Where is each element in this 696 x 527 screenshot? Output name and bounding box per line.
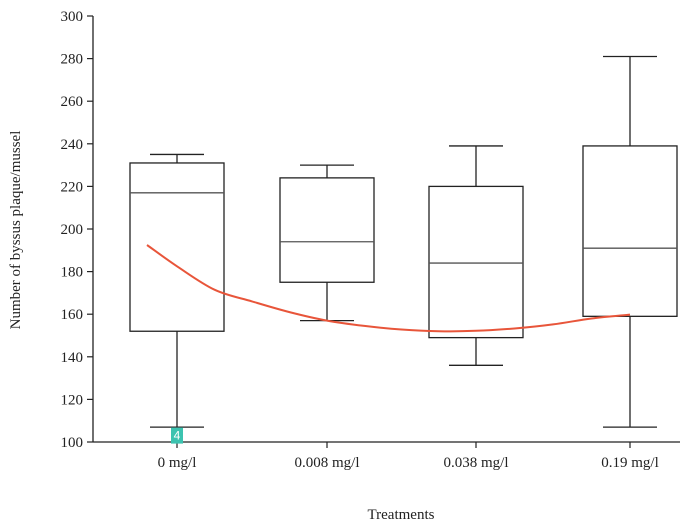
y-tick-label: 120 [61,392,84,408]
outlier-marker [171,427,183,444]
box-3 [428,145,524,366]
trend-line [146,244,631,333]
boxes [129,55,678,428]
y-tick-label: 280 [61,52,84,68]
y-tick-label: 200 [61,222,84,238]
x-tick-label: 0.038 mg/l [443,455,508,471]
y-tick-label: 220 [61,179,84,195]
box-body [129,162,225,332]
y-tick-label: 300 [61,9,84,25]
y-tick-label: 140 [61,350,84,366]
box-2 [279,164,375,322]
box-4 [582,55,678,428]
trend-line-group [146,244,631,333]
y-axis-title: Number of byssus plaque/mussel [8,131,24,330]
x-tick-label: 0.19 mg/l [601,455,659,471]
y-axis: 100 120 140 160 180 200 220 240 260 280 300 [61,9,94,451]
y-tick-label: 100 [61,435,84,451]
x-axis-title: Treatments [368,507,435,523]
x-axis: 0 mg/l 0.008 mg/l 0.038 mg/l 0.19 mg/l [93,441,680,471]
y-tick-label: 180 [61,265,84,281]
y-tick-label: 240 [61,137,84,153]
x-tick-label: 0 mg/l [158,455,197,471]
box-body [582,145,678,317]
y-tick-label: 160 [61,307,84,323]
box-body [428,185,524,339]
outlier-group: 4 [171,427,183,444]
x-tick-label: 0.008 mg/l [294,455,359,471]
box-body [279,177,375,283]
box-1 [129,153,225,428]
outlier-label: 4 [174,429,181,443]
y-tick-label: 260 [61,94,84,110]
